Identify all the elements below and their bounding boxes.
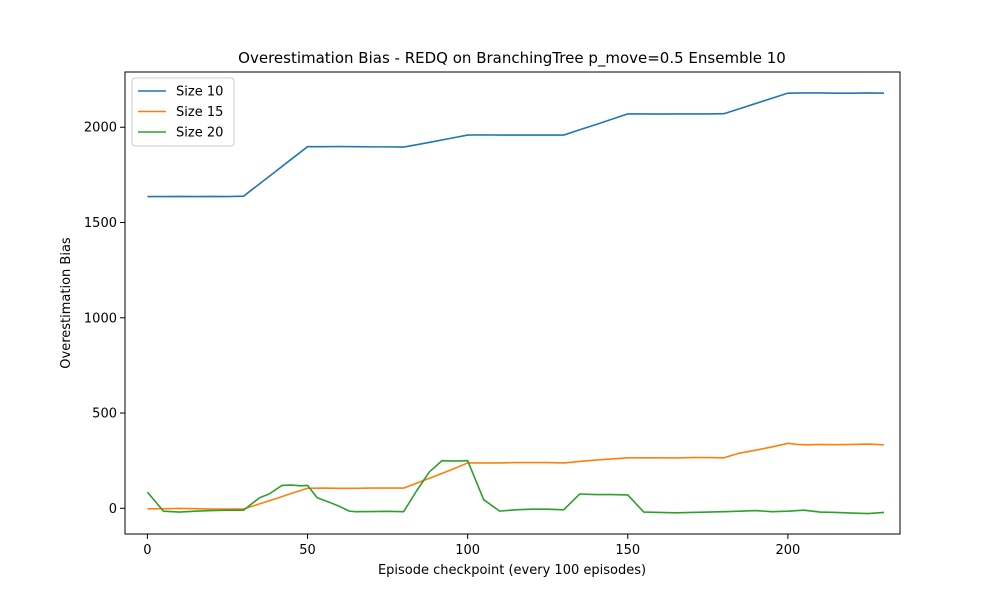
legend-label: Size 15: [176, 105, 223, 120]
x-axis: 0 50 100 150 200: [143, 534, 800, 558]
series-line-1: [147, 92, 884, 198]
legend-label: Size 10: [176, 85, 223, 100]
y-axis: 0 500 1000 1500 2000: [84, 121, 125, 517]
plot-frame: [124, 71, 901, 535]
legend-box: [131, 77, 235, 147]
x-tick-label: 50: [299, 543, 316, 558]
plot-lines: [146, 92, 885, 515]
y-tick-label: 1500: [84, 216, 117, 231]
y-axis-label: Overestimation Bias: [59, 237, 74, 369]
x-tick-label: 150: [615, 543, 640, 558]
chart-title: Overestimation Bias - REDQ on BranchingT…: [238, 49, 786, 68]
x-axis-label: Episode checkpoint (every 100 episodes): [378, 563, 646, 578]
series-line-3: [146, 459, 885, 515]
legend-label: Size 20: [176, 126, 223, 141]
y-tick-label: 0: [109, 502, 117, 517]
series-line-2: [147, 442, 885, 510]
x-tick-label: 100: [455, 543, 480, 558]
legend: Size 10 Size 15 Size 20: [131, 77, 235, 147]
x-tick-label: 200: [775, 543, 800, 558]
y-tick-label: 500: [92, 407, 117, 422]
y-tick-label: 1000: [84, 311, 117, 326]
y-tick-label: 2000: [84, 121, 117, 136]
x-tick-label: 0: [143, 543, 151, 558]
